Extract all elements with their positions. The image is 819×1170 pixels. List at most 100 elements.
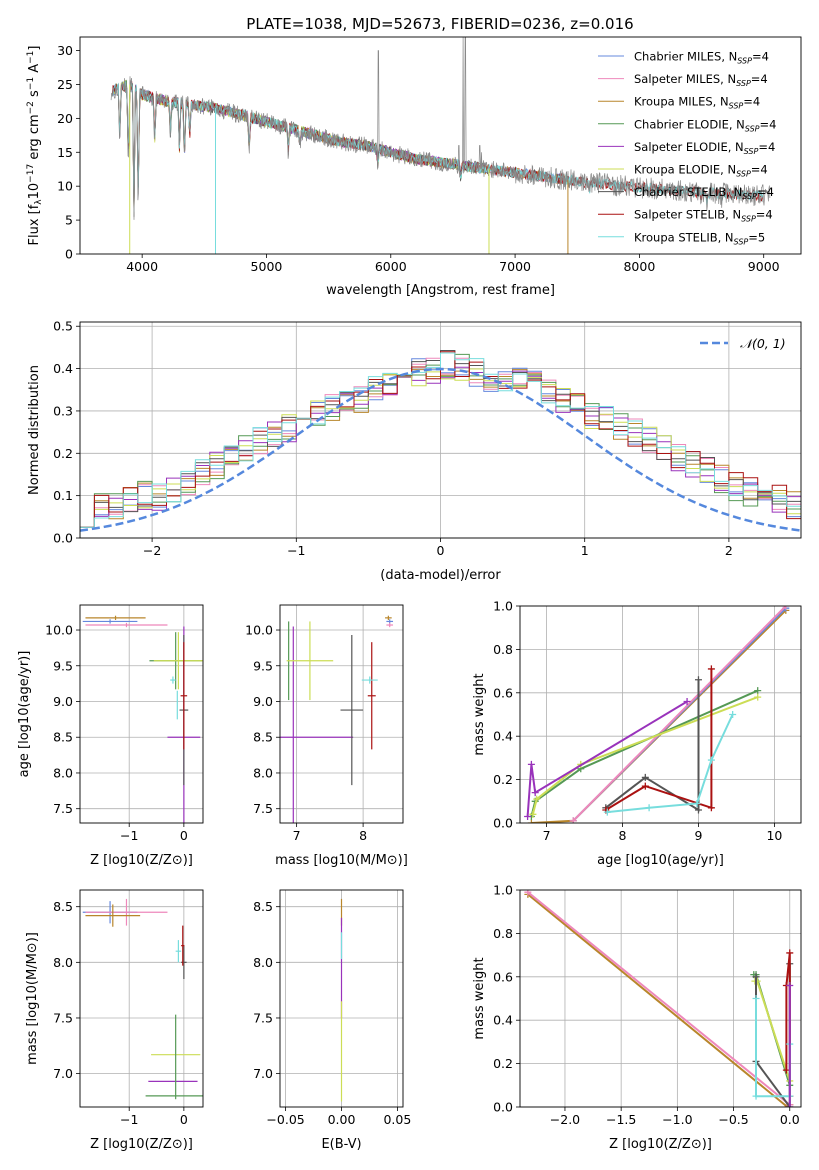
x-tick-label: −1 bbox=[287, 543, 305, 558]
mass-vs-Z-axes: −1 0 7.0 7.5 8.0 8.5 Z [log10(Z/Z⊙)] mass [log1… bbox=[25, 889, 204, 1152]
y-axis-label: age [log10(age/yr)] bbox=[17, 651, 32, 778]
x-tick-label: −1.0 bbox=[662, 1112, 692, 1127]
age-vs-Z-axes: −1 0 7.5 8.0 8.5 9.0 9.5 10.0 Z [log10(Z/Z⊙)] age… bbox=[17, 604, 204, 868]
x-tick-label: 8 bbox=[359, 828, 367, 843]
y-tick-label: 0.2 bbox=[493, 772, 513, 787]
errorbar-point bbox=[85, 615, 146, 621]
plus-marker bbox=[782, 606, 790, 610]
massweight-line bbox=[527, 893, 791, 1107]
residual-histogram bbox=[80, 351, 801, 538]
x-tick-label: 9000 bbox=[748, 259, 780, 274]
y-tick-label: 0.0 bbox=[53, 531, 73, 546]
errorbar-point bbox=[85, 898, 168, 926]
x-tick-label: 8 bbox=[619, 828, 627, 843]
errorbar-point bbox=[181, 925, 185, 966]
x-tick-label: 0.05 bbox=[383, 1112, 411, 1127]
age-vs-mass-frame bbox=[279, 604, 404, 824]
y-tick-label: 8.0 bbox=[253, 765, 273, 780]
errorbar-point bbox=[286, 621, 334, 701]
massweight-line bbox=[605, 679, 700, 812]
plus-marker bbox=[524, 890, 532, 896]
x-tick-label: −2.0 bbox=[550, 1112, 580, 1127]
x-tick-label: 8000 bbox=[623, 259, 655, 274]
spectrum-frame bbox=[79, 36, 802, 255]
y-tick-label: 8.5 bbox=[253, 899, 273, 914]
y-tick-label: 8.5 bbox=[53, 899, 73, 914]
errorbar-point bbox=[340, 635, 364, 786]
x-tick-label: 2 bbox=[725, 543, 733, 558]
x-tick-label: −1 bbox=[120, 1112, 138, 1127]
y-tick-label: 0.8 bbox=[493, 642, 513, 657]
x-axis-label: wavelength [Angstrom, rest frame] bbox=[326, 283, 555, 298]
y-tick-label: 0.4 bbox=[493, 1013, 513, 1028]
x-tick-label: −0.5 bbox=[718, 1112, 748, 1127]
x-axis-label: age [log10(age/yr)] bbox=[597, 853, 724, 868]
legend-entry: 𝒩(0, 1) bbox=[740, 336, 786, 351]
errorbar-point bbox=[385, 615, 392, 621]
y-axis-label: Normed distribution bbox=[27, 365, 42, 495]
massweight-vs-age-frame bbox=[519, 605, 802, 824]
spectrum-model-line bbox=[111, 82, 565, 211]
x-tick-label: 6000 bbox=[375, 259, 407, 274]
y-tick-label: 10.0 bbox=[45, 623, 73, 638]
massweight-vs-age-axes: 7 8 9 10 0.0 0.2 0.4 0.6 0.8 1.0 age [log10(age/yr… bbox=[472, 599, 802, 868]
massweight-line bbox=[605, 668, 713, 811]
y-tick-label: 8.5 bbox=[53, 730, 73, 745]
y-axis-label: Flux [fλ10−17 erg cm−2 s−1 A−1] bbox=[26, 46, 44, 246]
errorbar-point bbox=[367, 642, 376, 750]
x-tick-label: 10 bbox=[766, 828, 782, 843]
massweight-line bbox=[526, 700, 688, 817]
y-tick-label: 0.0 bbox=[493, 816, 513, 831]
y-tick-label: 30 bbox=[57, 43, 73, 58]
age-vs-mass-axes: 7 8 7.5 8.0 8.5 9.0 9.5 10.0 mass [log10(M/M⊙)] bbox=[245, 604, 408, 868]
x-tick-label: 0 bbox=[180, 828, 188, 843]
plus-marker bbox=[707, 804, 715, 812]
x-tick-label: 7 bbox=[543, 828, 551, 843]
plus-marker bbox=[753, 977, 761, 985]
errorbar-point bbox=[170, 676, 176, 684]
plus-marker bbox=[754, 687, 762, 695]
y-tick-label: 7.5 bbox=[253, 801, 273, 816]
massweight-line bbox=[527, 891, 791, 1106]
y-tick-label: 7.0 bbox=[253, 1066, 273, 1081]
errorbar-point bbox=[85, 904, 141, 927]
y-tick-label: 0.8 bbox=[493, 926, 513, 941]
mass-vs-ebv-axes: −0.05 0.00 0.05 7.0 7.5 8.0 8.5 E(B-V) bbox=[253, 889, 411, 1152]
y-tick-label: 0.3 bbox=[53, 403, 73, 418]
plus-marker bbox=[524, 812, 532, 820]
y-axis-label: mass weight bbox=[472, 673, 487, 755]
massweight-vs-age-plot-area bbox=[524, 606, 790, 823]
y-tick-label: 9.5 bbox=[53, 658, 73, 673]
errorbar-point bbox=[361, 676, 378, 684]
y-tick-label: 0.1 bbox=[53, 488, 73, 503]
plus-marker bbox=[707, 756, 715, 764]
y-tick-label: 9.0 bbox=[253, 694, 273, 709]
legend-entry: Salpeter ELODIE, NSSP=4 bbox=[634, 140, 775, 156]
spectrum-plot-area bbox=[110, 37, 771, 254]
errorbar-point bbox=[181, 945, 187, 980]
x-tick-label: 9 bbox=[694, 828, 702, 843]
plus-marker bbox=[786, 981, 794, 989]
y-tick-label: 25 bbox=[57, 77, 73, 92]
y-tick-label: 9.5 bbox=[253, 658, 273, 673]
residuals-plot-area bbox=[80, 350, 801, 538]
x-axis-label: Z [log10(Z/Z⊙)] bbox=[90, 1137, 193, 1152]
legend-entry: Chabrier MILES, NSSP=4 bbox=[634, 50, 769, 66]
x-axis-label: (data-model)/error bbox=[380, 568, 501, 583]
y-tick-label: 10.0 bbox=[245, 623, 273, 638]
y-tick-label: 0.4 bbox=[493, 729, 513, 744]
plus-marker bbox=[531, 789, 539, 797]
spectrum-model-line bbox=[111, 82, 565, 214]
x-axis-label: Z [log10(Z/Z⊙)] bbox=[90, 853, 193, 868]
errorbar-point bbox=[386, 622, 394, 628]
y-tick-label: 0.0 bbox=[493, 1100, 513, 1115]
figure-title: PLATE=1038, MJD=52673, FIBERID=0236, z=0… bbox=[246, 15, 633, 33]
errorbar-point bbox=[153, 632, 203, 690]
x-tick-label: 1 bbox=[581, 543, 589, 558]
age-vs-mass-plot-area bbox=[280, 615, 394, 823]
y-tick-label: 8.0 bbox=[253, 955, 273, 970]
x-tick-label: −1 bbox=[120, 828, 138, 843]
y-axis-label: mass [log10(M/M⊙)] bbox=[25, 932, 40, 1065]
age-vs-Z-plot-area bbox=[82, 615, 203, 823]
